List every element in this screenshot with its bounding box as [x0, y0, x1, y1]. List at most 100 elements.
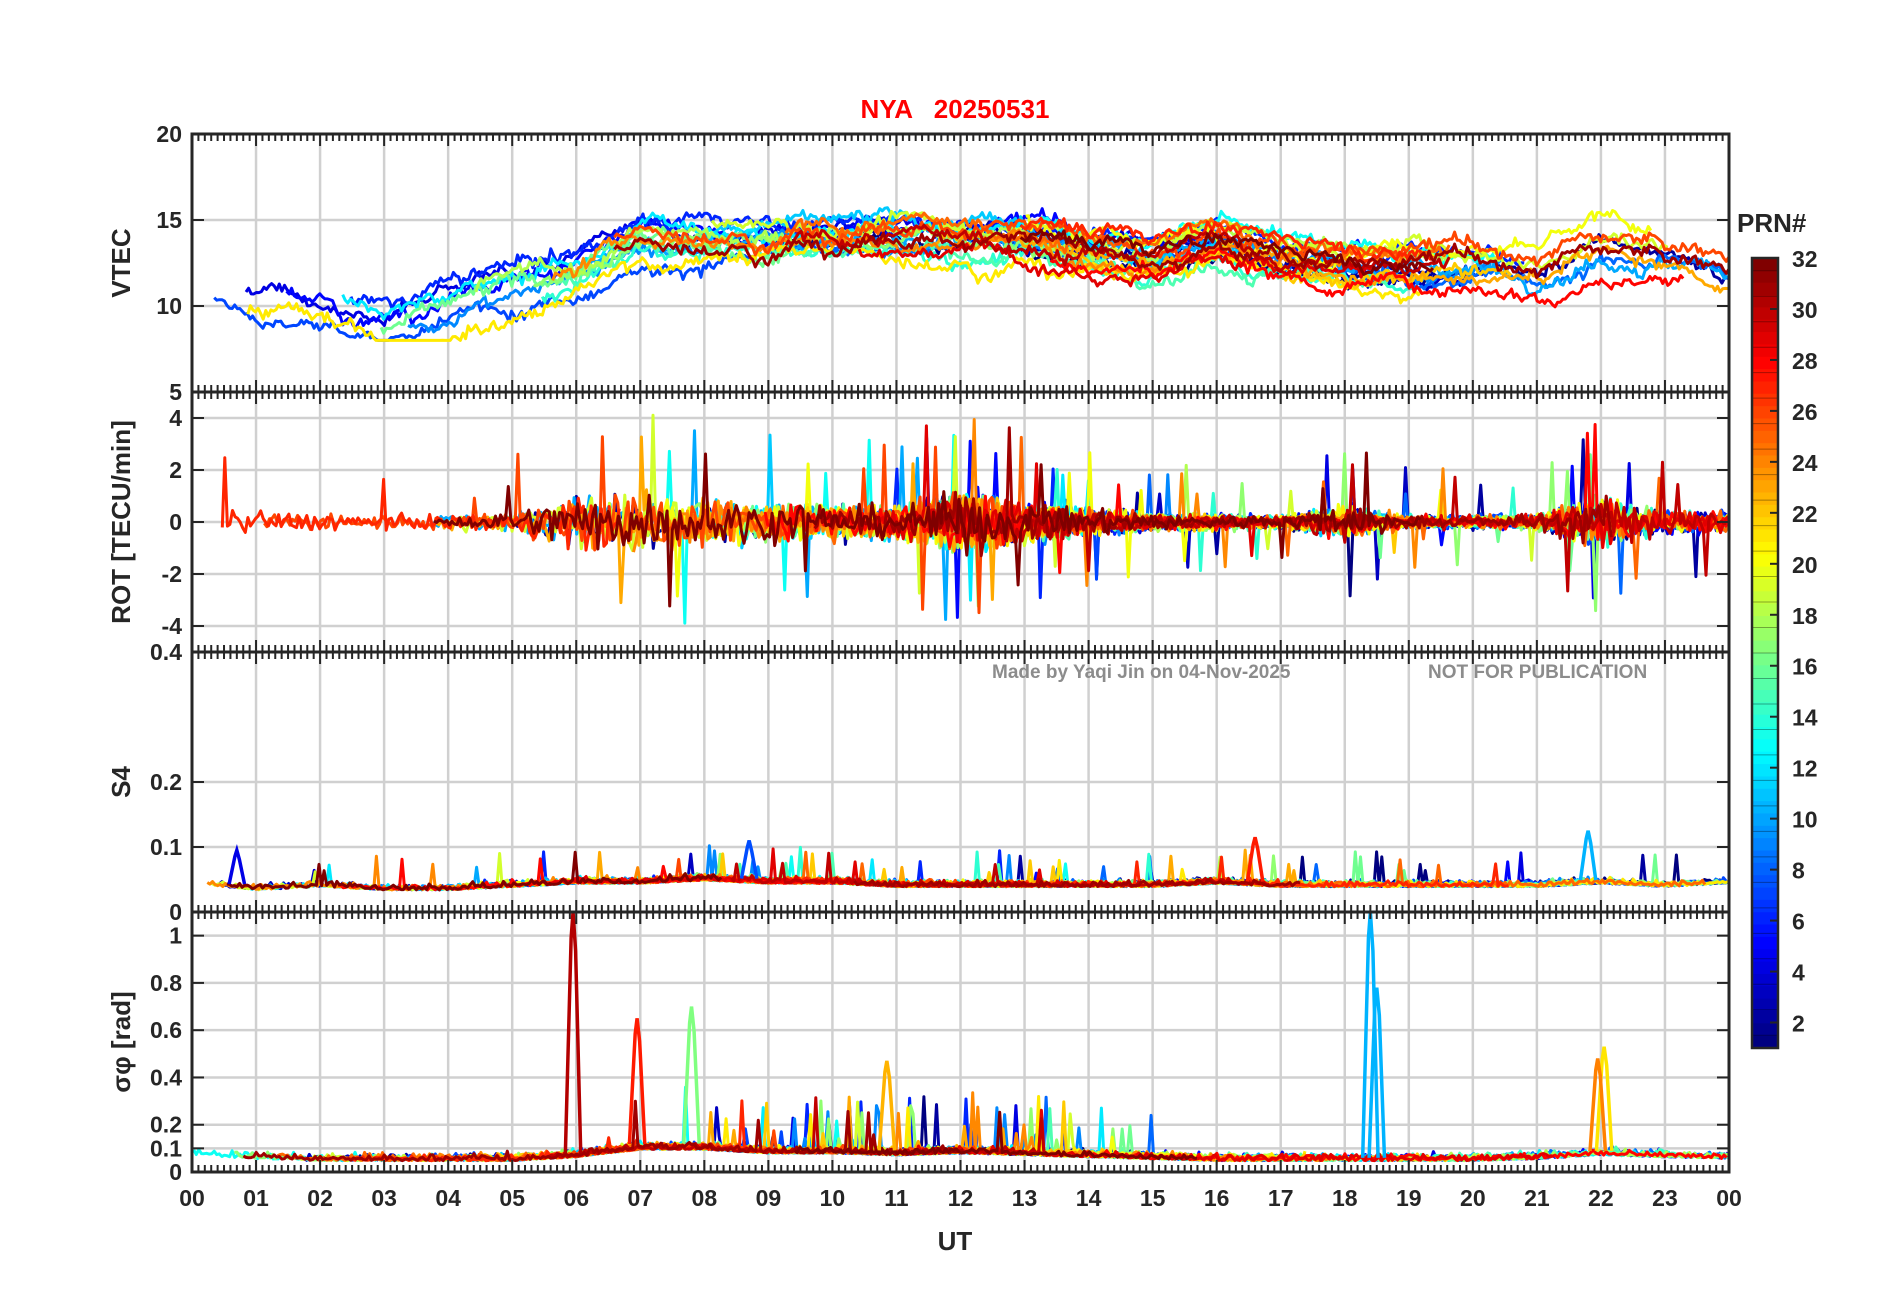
- colorbar-segment: [1752, 578, 1778, 593]
- x-tick-label: 03: [371, 1185, 397, 1211]
- colorbar-tick-label: 32: [1792, 246, 1818, 272]
- x-tick-label: 12: [948, 1185, 974, 1211]
- y-tick-label: 1: [169, 923, 182, 949]
- colorbar-tick-label: 12: [1792, 756, 1818, 782]
- colorbar-segment: [1752, 1035, 1778, 1049]
- x-tick-label: 19: [1396, 1185, 1422, 1211]
- colorbar-segment: [1752, 912, 1778, 926]
- colorbar-label: PRN#: [1737, 208, 1807, 238]
- prn-trace: [632, 418, 1729, 587]
- x-tick-label: 04: [435, 1185, 461, 1211]
- x-tick-label: 17: [1268, 1185, 1294, 1211]
- x-tick-label: 01: [243, 1185, 269, 1211]
- colorbar-segment: [1752, 838, 1778, 852]
- colorbar-tick-label: 30: [1792, 297, 1818, 323]
- x-tick-label: 23: [1652, 1185, 1678, 1211]
- colorbar-segment: [1752, 653, 1778, 667]
- colorbar-segment: [1752, 850, 1778, 864]
- colorbar-segment: [1752, 961, 1778, 975]
- colorbar-segment: [1752, 566, 1778, 580]
- prn-trace: [879, 1108, 1555, 1163]
- colorbar-segment: [1752, 332, 1778, 346]
- scintillation-peak: [877, 1060, 897, 1151]
- x-tick-label: 20: [1460, 1185, 1486, 1211]
- colorbar-frame: [1750, 256, 1780, 1050]
- x-axis-label: UT: [938, 1226, 973, 1256]
- x-tick-label: 09: [756, 1185, 782, 1211]
- colorbar-tick-label: 16: [1792, 654, 1818, 680]
- scintillation-peak: [682, 1006, 701, 1144]
- colorbar-tick-label: 8: [1792, 858, 1805, 884]
- scintillation-peak: [563, 911, 583, 1154]
- y-axis-label: S4: [106, 766, 136, 798]
- x-tick-label: 21: [1524, 1185, 1550, 1211]
- y-tick-label: 15: [156, 207, 182, 233]
- y-tick-label: 5: [169, 379, 182, 405]
- x-tick-label: 00: [1716, 1185, 1742, 1211]
- colorbar-segment: [1752, 603, 1778, 617]
- colorbar-segment: [1752, 492, 1778, 506]
- colorbar-segment: [1752, 295, 1778, 309]
- y-tick-label: -4: [162, 613, 183, 639]
- colorbar-segment: [1752, 690, 1778, 704]
- x-tick-label: 15: [1140, 1185, 1166, 1211]
- x-tick-label: 13: [1012, 1185, 1038, 1211]
- colorbar-segment: [1752, 393, 1778, 408]
- colorbar-segment: [1752, 665, 1778, 679]
- colorbar-tick-label: 20: [1792, 552, 1818, 578]
- x-tick-label: 16: [1204, 1185, 1230, 1211]
- prn-trace: [220, 456, 621, 552]
- x-tick-label: 22: [1588, 1185, 1614, 1211]
- colorbar-segment: [1752, 258, 1778, 272]
- prn-trace: [226, 850, 723, 892]
- colorbar-segment: [1752, 875, 1778, 889]
- colorbar-segment: [1752, 702, 1778, 716]
- colorbar-tick-label: 28: [1792, 348, 1818, 374]
- watermark-notice: NOT FOR PUBLICATION: [1428, 662, 1647, 683]
- x-tick-label: 18: [1332, 1185, 1358, 1211]
- colorbar-segment: [1752, 899, 1778, 914]
- colorbar-segment: [1752, 862, 1778, 877]
- colorbar-tick-label: 4: [1792, 960, 1805, 986]
- rot-panel: -4 -2 0 2 45 ROT [TECU/min]: [106, 379, 1731, 654]
- colorbar-segment: [1752, 825, 1778, 840]
- vtec-panel: 10 15 20 VTEC: [106, 121, 1731, 394]
- colorbar-segment: [1752, 307, 1778, 321]
- x-tick-label: 10: [820, 1185, 846, 1211]
- x-tick-label: 07: [627, 1185, 653, 1211]
- colorbar-segment: [1752, 714, 1778, 729]
- y-tick-label: -2: [162, 561, 182, 587]
- figure-title: NYA 20250531: [861, 94, 1050, 124]
- y-axis-label: ROT [TECU/min]: [106, 420, 136, 624]
- colorbar-segment: [1752, 443, 1778, 457]
- colorbar-tick-label: 6: [1792, 909, 1805, 935]
- x-tick-label: 05: [499, 1185, 525, 1211]
- x-tick-label: 11: [884, 1185, 909, 1211]
- y-tick-label: 0.4: [150, 1064, 182, 1090]
- y-tick-label: 0: [169, 899, 182, 925]
- colorbar-segment: [1752, 344, 1778, 358]
- colorbar-tick-label: 24: [1792, 450, 1818, 476]
- prn-trace: [853, 878, 1301, 889]
- y-tick-label: 0.1: [150, 1135, 182, 1161]
- colorbar-segment: [1752, 541, 1778, 556]
- colorbar-segment: [1752, 430, 1778, 445]
- colorbar-segment: [1752, 406, 1778, 420]
- x-tick-label: 08: [692, 1185, 718, 1211]
- colorbar-segment: [1752, 764, 1778, 778]
- colorbar-tick-label: 2: [1792, 1011, 1805, 1037]
- colorbar-segment: [1752, 282, 1778, 297]
- y-tick-label: 0.8: [150, 970, 182, 996]
- x-tick-labels: 00 01 02 03 04 05 06 07 08 09 10 11 12 13 14 15 16 17 18 19…: [179, 1185, 1742, 1211]
- scintillation-peak: [627, 1018, 647, 1145]
- colorbar-segment: [1752, 1010, 1778, 1025]
- colorbar-tick-label: 22: [1792, 501, 1818, 527]
- colorbar-segment: [1752, 739, 1778, 753]
- colorbar-segment: [1752, 887, 1778, 901]
- colorbar-segment: [1752, 776, 1778, 790]
- colorbar-segment: [1752, 356, 1778, 371]
- colorbar-segment: [1752, 628, 1778, 642]
- y-tick-label: 0.1: [150, 834, 182, 860]
